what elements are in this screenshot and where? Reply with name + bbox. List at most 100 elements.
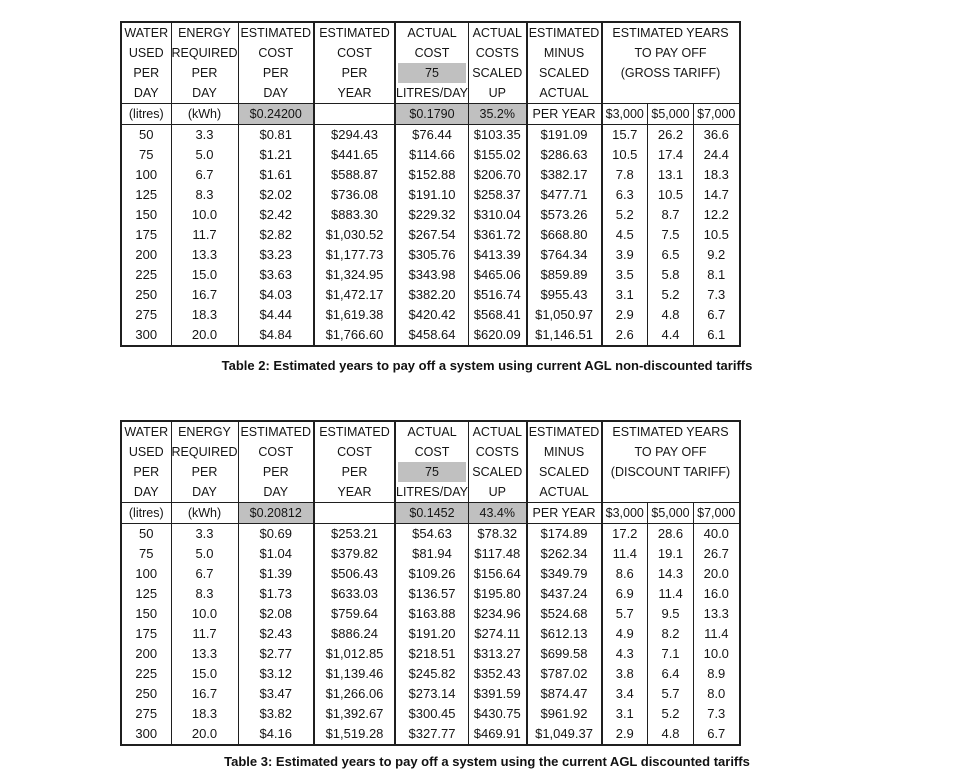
data-cell: 175 <box>120 624 172 644</box>
data-cell: 17.4 <box>647 145 695 165</box>
data-cell: 100 <box>120 165 172 185</box>
data-cell: $437.24 <box>525 584 603 604</box>
data-cell: 8.3 <box>170 584 239 604</box>
data-cell: $2.77 <box>237 644 315 664</box>
data-cell: $736.08 <box>313 185 396 205</box>
unit-cell: PER YEAR <box>525 103 603 125</box>
column-header: ESTIMATED COST PER YEAR <box>313 22 396 104</box>
data-cell: $382.17 <box>525 165 603 185</box>
header-line: WATER <box>124 425 169 439</box>
data-cell: 50 <box>120 124 172 145</box>
data-cell: 20.0 <box>693 564 741 584</box>
data-cell: 8.7 <box>647 205 695 225</box>
data-cell: $286.63 <box>525 145 603 165</box>
unit-cell: (litres) <box>120 502 172 524</box>
data-cell: 10.0 <box>170 604 239 624</box>
header-line: ESTIMATED YEARS <box>612 26 729 40</box>
data-cell: $245.82 <box>394 664 470 684</box>
table-row: 175 11.7 $2.43 $886.24 $191.20 $274.11 $612.13… <box>120 624 741 644</box>
data-cell: $2.82 <box>237 225 315 245</box>
data-cell: 3.3 <box>170 124 239 145</box>
data-cell: 5.2 <box>600 205 649 225</box>
units-row: (litres) (kWh) $0.20812 $0.1452 43.4% PER YEA… <box>120 502 741 524</box>
data-cell: $1,050.97 <box>525 305 603 325</box>
header-line: DAY <box>263 86 289 100</box>
data-cell: 11.7 <box>170 624 239 644</box>
table-row: 275 18.3 $4.44 $1,619.38 $420.42 $568.41 $1,05… <box>120 305 741 325</box>
data-cell: 2.9 <box>600 305 649 325</box>
data-cell: 4.9 <box>600 624 649 644</box>
data-cell: $191.20 <box>394 624 470 644</box>
unit-cell: $0.1790 <box>394 103 470 125</box>
header-line: (DISCOUNT TARIFF) <box>610 465 731 479</box>
data-cell: $81.94 <box>394 544 470 564</box>
column-header: ACTUAL COSTS SCALED UP <box>468 421 528 503</box>
data-cell: $114.66 <box>394 145 470 165</box>
data-cell: $206.70 <box>468 165 528 185</box>
header-line: 75 <box>398 63 467 83</box>
data-cell: 26.7 <box>693 544 741 564</box>
data-cell: $506.43 <box>313 564 396 584</box>
data-cell: $191.09 <box>525 124 603 145</box>
data-cell: 8.2 <box>647 624 695 644</box>
data-cell: $668.80 <box>525 225 603 245</box>
table-header: WATER USED PER DAY ENERGY REQUIRED PER DAY ESTIM… <box>120 421 741 524</box>
data-cell: $262.34 <box>525 544 603 564</box>
table-body: 50 3.3 $0.81 $294.43 $76.44 $103.35 $191.09 15.… <box>120 124 741 346</box>
header-line: COSTS <box>475 445 519 459</box>
data-cell: $568.41 <box>468 305 528 325</box>
data-cell: 40.0 <box>693 523 741 544</box>
header-line: ACTUAL <box>539 86 589 100</box>
data-cell: $382.20 <box>394 285 470 305</box>
data-cell: 4.4 <box>647 325 695 346</box>
data-cell: $620.09 <box>468 325 528 346</box>
data-cell: $258.37 <box>468 185 528 205</box>
header-line: TO PAY OFF <box>634 445 707 459</box>
data-cell: $1,766.60 <box>313 325 396 346</box>
data-cell: $155.02 <box>468 145 528 165</box>
data-cell: 10.5 <box>600 145 649 165</box>
data-cell: $787.02 <box>525 664 603 684</box>
table-row: 100 6.7 $1.39 $506.43 $109.26 $156.64 $349.79 8… <box>120 564 741 584</box>
data-cell: $0.69 <box>237 523 315 544</box>
data-cell: 10.5 <box>693 225 741 245</box>
data-cell: 2.9 <box>600 724 649 745</box>
header-line: ESTIMATED <box>319 26 390 40</box>
header-line: DAY <box>263 485 289 499</box>
data-cell: $573.26 <box>525 205 603 225</box>
header-line: PER <box>133 465 160 479</box>
data-cell: $1,619.38 <box>313 305 396 325</box>
data-cell: 11.4 <box>647 584 695 604</box>
header-line: DAY <box>133 485 159 499</box>
data-cell: 8.1 <box>693 265 741 285</box>
header-line: COST <box>337 445 372 459</box>
data-cell: $117.48 <box>468 544 528 564</box>
header-line: UP <box>488 485 506 499</box>
data-cell: 200 <box>120 245 172 265</box>
data-cell: $305.76 <box>394 245 470 265</box>
data-cell: 10.5 <box>647 185 695 205</box>
header-line: ACTUAL <box>472 425 522 439</box>
data-cell: 6.3 <box>600 185 649 205</box>
table-row: 200 13.3 $2.77 $1,012.85 $218.51 $313.27 $699.… <box>120 644 741 664</box>
unit-cell: PER YEAR <box>525 502 603 524</box>
data-cell: 6.7 <box>170 564 239 584</box>
data-cell: 50 <box>120 523 172 544</box>
data-cell: 75 <box>120 544 172 564</box>
unit-cell: 43.4% <box>468 502 528 524</box>
header-row: WATER USED PER DAY ENERGY REQUIRED PER DAY ESTIM… <box>120 22 741 104</box>
header-line: ESTIMATED <box>528 26 600 40</box>
column-header: ESTIMATED COST PER YEAR <box>313 421 396 503</box>
table-row: 150 10.0 $2.42 $883.30 $229.32 $310.04 $573.26… <box>120 205 741 225</box>
data-cell: $1,012.85 <box>313 644 396 664</box>
data-cell: $109.26 <box>394 564 470 584</box>
column-header: ACTUAL COST 75 LITRES/DAY <box>394 421 470 503</box>
data-cell: 125 <box>120 185 172 205</box>
table-header: WATER USED PER DAY ENERGY REQUIRED PER DAY ESTIM… <box>120 22 741 125</box>
data-cell: 26.2 <box>647 124 695 145</box>
header-line: ESTIMATED <box>240 26 312 40</box>
header-line: COST <box>258 46 294 60</box>
data-cell: 3.3 <box>170 523 239 544</box>
header-line: DAY <box>192 485 217 499</box>
data-cell: 15.0 <box>170 265 239 285</box>
